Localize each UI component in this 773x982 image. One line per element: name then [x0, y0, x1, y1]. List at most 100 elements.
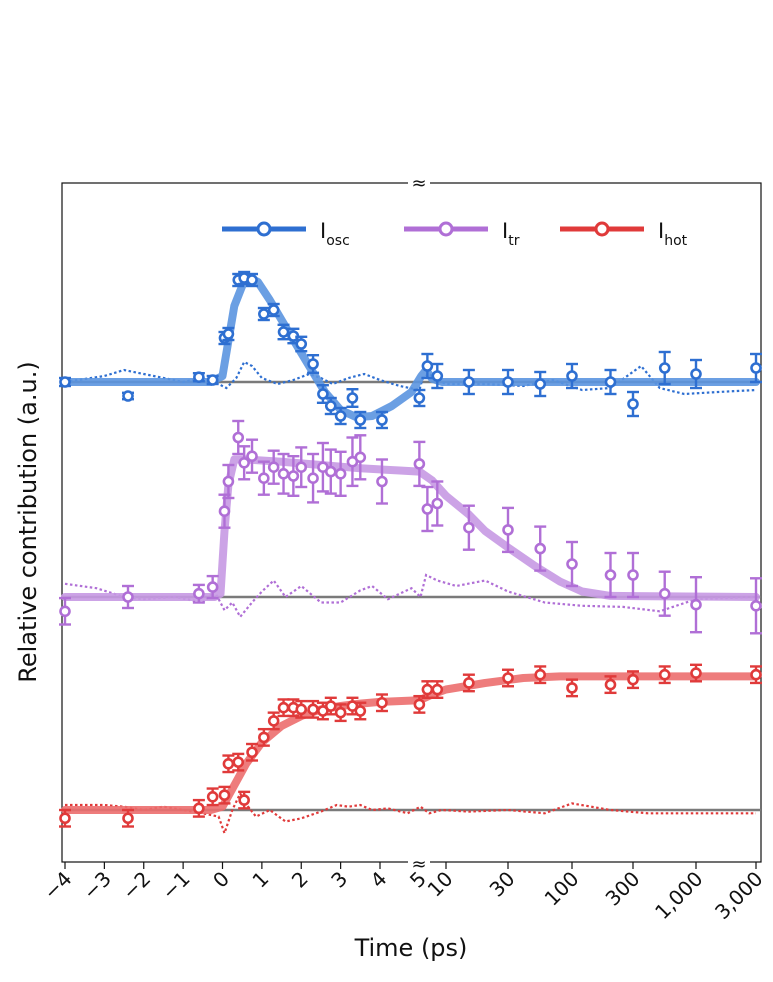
- point-hot: [324, 696, 337, 716]
- point-hot: [267, 711, 280, 731]
- point-osc: [658, 350, 671, 386]
- axis-break-bottom: ≈: [411, 854, 426, 875]
- point-hot: [295, 699, 308, 719]
- point-tr: [413, 440, 426, 488]
- point-hot: [246, 742, 259, 762]
- legend-label-osc: Iosc: [320, 219, 350, 249]
- point-tr: [307, 452, 320, 504]
- legend: Iosc Itr Ihot: [222, 219, 688, 249]
- x-tick-label: 300: [601, 867, 645, 911]
- point-hot: [375, 693, 388, 713]
- point-osc: [267, 302, 280, 318]
- point-tr: [59, 596, 71, 626]
- point-hot: [604, 675, 617, 695]
- point-tr: [604, 551, 617, 599]
- point-hot: [462, 673, 475, 693]
- x-tick-label: 0: [208, 867, 234, 893]
- point-tr: [421, 485, 434, 533]
- x-axis: −4 −3 −2 −1 0 1 2 3 4 510 30 100 300 1,000 3,000: [39, 862, 768, 924]
- point-osc: [462, 368, 475, 396]
- fit-tr: [61, 455, 760, 601]
- data-points: [59, 270, 762, 828]
- point-hot: [658, 665, 671, 685]
- point-osc: [690, 358, 702, 390]
- point-hot: [192, 798, 205, 818]
- point-osc: [277, 323, 290, 341]
- point-tr: [346, 436, 359, 488]
- point-osc: [287, 327, 300, 345]
- point-osc: [122, 390, 134, 402]
- point-tr: [627, 551, 639, 599]
- x-axis-title: Time (ps): [354, 934, 468, 962]
- x-tick-label: 1,000: [650, 867, 707, 924]
- y-axis-title: Relative contribution (a.u.): [14, 361, 42, 682]
- x-tick-label: 10: [423, 867, 458, 902]
- point-tr: [267, 449, 280, 485]
- legend-item-hot: Ihot: [560, 219, 688, 249]
- plot-frame: [61, 182, 762, 863]
- axis-break-top: ≈: [411, 173, 426, 194]
- point-osc: [316, 384, 329, 404]
- point-tr: [222, 463, 235, 500]
- x-tick-label: 3: [326, 867, 352, 893]
- fit-hot: [61, 672, 760, 814]
- point-hot: [566, 678, 578, 698]
- point-osc: [295, 335, 308, 353]
- point-hot: [222, 754, 235, 774]
- point-hot: [534, 665, 547, 685]
- point-osc: [421, 352, 434, 380]
- x-tick-label: −3: [78, 867, 116, 905]
- point-hot: [502, 668, 514, 688]
- point-tr: [462, 504, 475, 551]
- point-osc: [346, 388, 359, 408]
- fit-curves: [61, 272, 760, 814]
- x-tick-label: 30: [485, 867, 520, 902]
- point-hot: [257, 727, 270, 747]
- x-tick-label: 100: [540, 867, 584, 911]
- point-hot: [59, 808, 71, 828]
- point-tr: [232, 419, 245, 456]
- x-tick-label: −1: [157, 867, 195, 905]
- point-tr: [257, 460, 270, 496]
- point-tr: [324, 448, 337, 495]
- point-tr: [334, 450, 347, 497]
- point-hot: [627, 670, 639, 690]
- point-hot: [238, 790, 251, 810]
- point-osc: [257, 306, 270, 322]
- point-hot: [354, 701, 367, 721]
- x-tick-label: −4: [39, 867, 77, 905]
- point-osc: [59, 376, 71, 388]
- point-osc: [334, 406, 347, 426]
- legend-item-osc: Iosc: [222, 219, 350, 249]
- point-osc: [627, 390, 639, 418]
- point-hot: [277, 698, 290, 718]
- point-osc: [431, 362, 444, 390]
- point-osc: [534, 370, 547, 398]
- point-osc: [354, 410, 367, 430]
- point-tr: [238, 445, 251, 481]
- point-tr: [375, 458, 388, 505]
- point-tr: [534, 525, 547, 572]
- legend-label-hot: Ihot: [658, 219, 688, 249]
- point-tr: [218, 493, 231, 529]
- point-osc: [246, 272, 259, 288]
- x-tick-label: 3,000: [710, 867, 767, 924]
- point-osc: [222, 326, 235, 342]
- point-hot: [334, 703, 347, 723]
- point-hot: [413, 694, 426, 714]
- point-tr: [206, 574, 219, 600]
- point-osc: [502, 368, 514, 396]
- x-tick-label: −2: [117, 867, 155, 905]
- point-osc: [307, 354, 320, 374]
- point-osc: [750, 352, 762, 384]
- point-tr: [277, 452, 290, 495]
- point-tr: [192, 583, 205, 604]
- point-tr: [316, 441, 329, 493]
- legend-label-tr: Itr: [502, 219, 520, 249]
- point-tr: [690, 576, 702, 634]
- point-hot: [218, 785, 231, 805]
- point-osc: [413, 388, 426, 408]
- point-hot: [346, 696, 359, 716]
- x-tick-label: 2: [287, 867, 313, 893]
